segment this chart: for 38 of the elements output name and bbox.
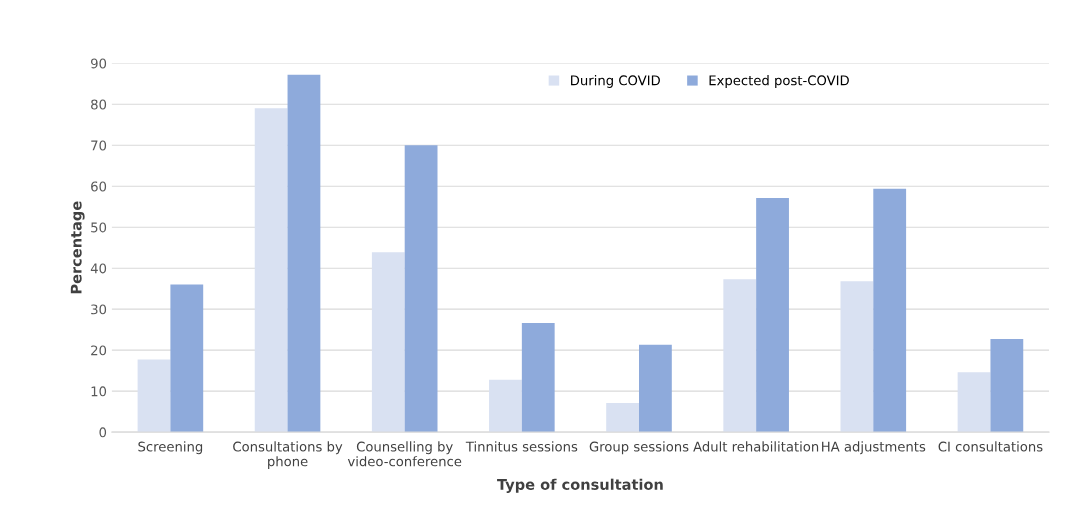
x-tick-label: Adult rehabilitation [693,441,819,452]
y-tick-label: 50 [91,222,107,233]
x-tick-label: Consultations by phone [233,441,343,469]
legend-label: During COVID [571,75,660,88]
bar [521,323,555,433]
bar [404,145,438,433]
bar [990,339,1024,433]
bar [606,403,639,433]
y-tick-label: 80 [91,99,107,110]
bar [254,108,288,433]
y-tick-label: 0 [99,427,107,438]
x-tick-label: CI consultations [938,441,1043,452]
bar [639,344,672,433]
bar [840,281,874,433]
bar [756,198,789,433]
x-tick-label: Tinnitus sessions [465,441,578,452]
x-tick-label: HA adjustments [822,441,926,455]
bar [170,284,204,433]
x-tick-label: Group sessions [589,441,689,455]
y-tick-label: 20 [91,345,107,356]
y-tick-label: 70 [91,140,107,151]
y-axis-title: Percentage [70,201,85,294]
bar [957,372,991,433]
bar [489,379,522,433]
x-tick-label: Screening [138,441,203,455]
legend-label: Expected post-COVID [709,75,849,88]
y-tick-label: 60 [91,181,107,192]
bar [137,359,171,433]
y-tick-label: 90 [91,58,107,69]
bar [287,74,321,433]
y-tick-label: 30 [91,304,107,315]
x-axis-title: Type of consultation [497,478,663,493]
bar [371,252,405,433]
y-tick-label: 10 [91,386,107,397]
bar [723,279,757,433]
x-tick-label: Counselling by video-conference [347,441,462,467]
y-tick-label: 40 [90,263,107,274]
bar [873,188,907,433]
